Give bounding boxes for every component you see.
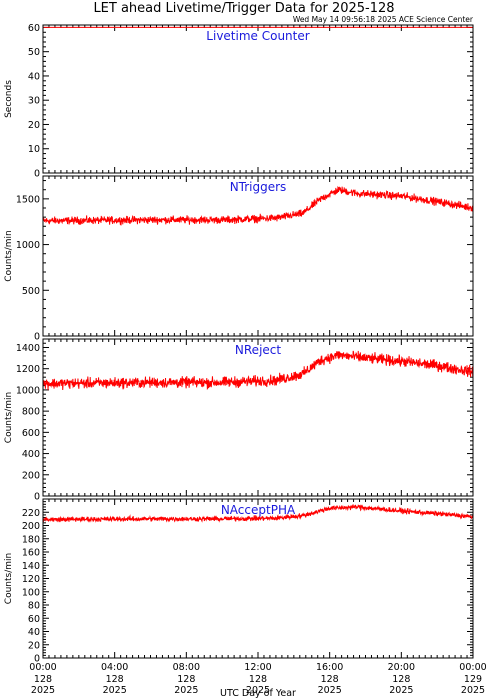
y-tick-label: 140: [22, 561, 40, 572]
x-tick-label-doy: 128: [321, 674, 339, 685]
x-tick-label-year: 2025: [174, 685, 198, 696]
panel-title: Livetime Counter: [206, 29, 309, 43]
figure-title: LET ahead Livetime/Trigger Data for 2025…: [93, 1, 394, 16]
y-axis-label: Counts/min: [4, 553, 14, 604]
x-axis-label: UTC Day of Year: [220, 688, 296, 699]
y-tick-label: 0: [34, 169, 40, 180]
y-tick-label: 500: [22, 286, 40, 297]
y-tick-label: 1000: [16, 240, 40, 251]
x-tick-label-doy: 128: [34, 674, 52, 685]
series-line: [42, 350, 474, 391]
x-axis-labels: 00:00128202504:00128202508:00128202512:0…: [29, 662, 486, 696]
timestamp: Wed May 14 09:56:18 2025 ACE Science Cen…: [293, 15, 474, 24]
y-tick-label: 0: [34, 332, 40, 343]
y-tick-label: 800: [22, 407, 40, 418]
x-tick-label-doy: 128: [249, 674, 267, 685]
x-tick-label-doy: 128: [392, 674, 410, 685]
y-tick-label: 10: [28, 144, 40, 155]
x-tick-label-year: 2025: [318, 685, 342, 696]
panel-title: NAcceptPHA: [221, 503, 296, 517]
panel-2: 0 500 1000 1500 NTriggers Counts/min: [4, 175, 474, 343]
y-tick-label: 0: [34, 492, 40, 503]
y-axis-label: Counts/min: [4, 392, 14, 443]
y-tick-label: 180: [22, 534, 40, 545]
x-tick-label-doy: 128: [177, 674, 195, 685]
y-tick-label: 60: [28, 614, 40, 625]
y-tick-label: 120: [22, 574, 40, 585]
x-tick-label-time: 12:00: [244, 662, 271, 673]
x-tick-label-time: 00:00: [29, 662, 56, 673]
y-tick-label: 0: [34, 654, 40, 665]
panel-1: 0 10 20 30 40 50 60 Livetime Counter Seconds: [4, 23, 474, 180]
panel-title: NTriggers: [230, 180, 287, 194]
y-tick-label: 1400: [16, 343, 40, 354]
x-tick-label-doy: 128: [106, 674, 124, 685]
series-line: [42, 185, 474, 226]
x-tick-label-year: 2025: [103, 685, 127, 696]
x-tick-label-time: 20:00: [388, 662, 415, 673]
y-tick-label: 1200: [16, 364, 40, 375]
y-tick-label: 20: [28, 120, 40, 131]
y-tick-label: 1000: [16, 385, 40, 396]
y-tick-label: 30: [28, 96, 40, 107]
y-tick-label: 600: [22, 428, 40, 439]
panel-3: 0 200 400 600 800 1000 1200 1400 NReject Counts/m…: [4, 338, 474, 503]
series-line: [42, 504, 474, 523]
x-tick-label-time: 16:00: [316, 662, 343, 673]
plot-frame: [42, 24, 474, 174]
x-tick-label-time: 00:00: [459, 662, 486, 673]
y-tick-label: 400: [22, 449, 40, 460]
panel-4: 0 20 40 60 80 100 120 140 160 180 200 220 NAcceptPHA…: [4, 498, 474, 665]
y-tick-label: 200: [22, 470, 40, 481]
plot-frame: [42, 175, 474, 337]
y-tick-label: 60: [28, 23, 40, 34]
y-axis-label: Seconds: [4, 80, 14, 118]
x-tick-label-year: 2025: [246, 685, 270, 696]
y-tick-label: 1500: [16, 194, 40, 205]
y-tick-label: 40: [28, 627, 40, 638]
y-tick-label: 50: [28, 47, 40, 58]
y-tick-label: 160: [22, 548, 40, 559]
y-axis-label: Counts/min: [4, 230, 14, 281]
x-tick-label-time: 04:00: [101, 662, 128, 673]
y-tick-label: 100: [22, 587, 40, 598]
plot-frame: [42, 498, 474, 659]
y-tick-label: 80: [28, 601, 40, 612]
x-tick-label-year: 2025: [389, 685, 413, 696]
x-tick-label-year: 2025: [31, 685, 55, 696]
y-tick-label: 220: [22, 508, 40, 519]
y-tick-label: 200: [22, 521, 40, 532]
x-tick-label-year: 2025: [461, 685, 485, 696]
panel-title: NReject: [235, 343, 281, 357]
y-tick-label: 20: [28, 640, 40, 651]
x-tick-label-doy: 129: [464, 674, 482, 685]
x-tick-label-time: 08:00: [173, 662, 200, 673]
y-tick-label: 40: [28, 71, 40, 82]
panels: 0 10 20 30 40 50 60 Livetime Counter Seconds 0 500…: [4, 23, 474, 665]
plot-frame: [42, 338, 474, 497]
